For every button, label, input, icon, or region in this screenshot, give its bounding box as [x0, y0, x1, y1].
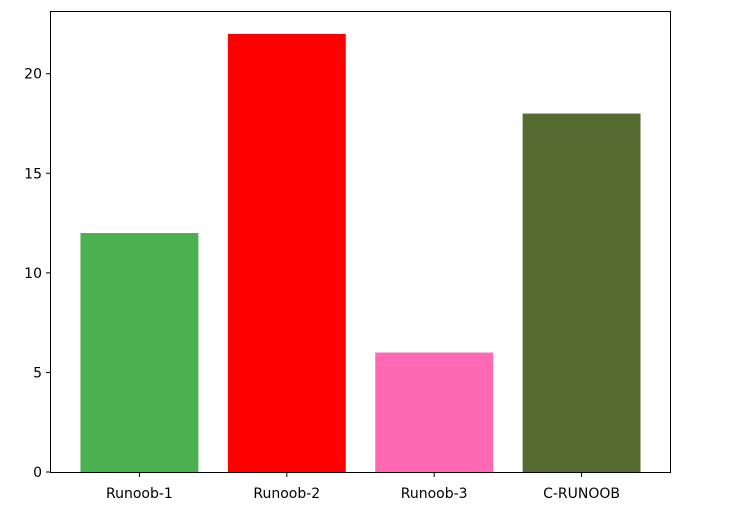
y-tick-label: 20 [24, 67, 42, 83]
y-tick-label: 15 [24, 166, 42, 182]
y-tick-label: 10 [24, 266, 42, 282]
y-tick-label: 0 [33, 465, 42, 481]
x-tick-label: Runoob-3 [401, 486, 468, 502]
x-tick-label: Runoob-2 [253, 486, 320, 502]
bar-3 [375, 352, 494, 472]
x-tick-label: Runoob-1 [106, 486, 173, 502]
x-axis: Runoob-1 Runoob-2 Runoob-3 C-RUNOOB [106, 472, 620, 502]
bars-group [80, 33, 641, 473]
bar-4 [522, 113, 641, 472]
x-tick-label: C-RUNOOB [543, 486, 620, 502]
bar-2 [227, 33, 346, 473]
y-axis: 0 5 10 15 20 [24, 67, 51, 481]
y-tick-label: 5 [33, 365, 42, 381]
plot-frame [50, 11, 671, 473]
bar-1 [80, 233, 199, 472]
